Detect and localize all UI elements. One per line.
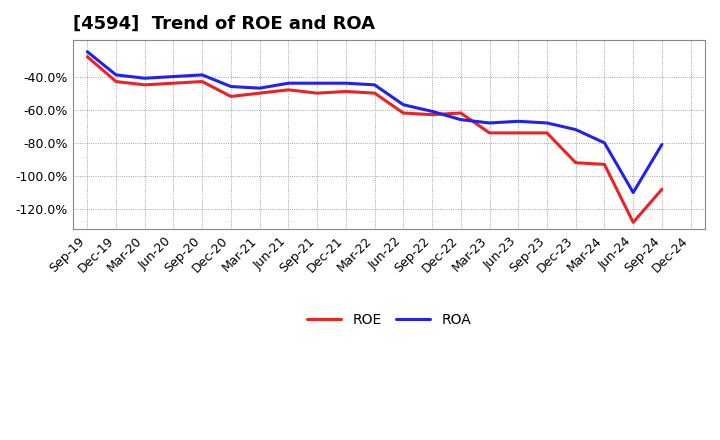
ROE xyxy=(399,110,408,116)
ROA xyxy=(456,117,465,122)
ROE xyxy=(83,54,91,59)
ROE xyxy=(657,187,666,192)
Line: ROA: ROA xyxy=(87,52,662,193)
ROA xyxy=(83,49,91,55)
ROA xyxy=(629,190,637,195)
ROA xyxy=(657,142,666,147)
ROA xyxy=(227,84,235,89)
ROE xyxy=(140,82,149,88)
ROA xyxy=(399,102,408,107)
ROA xyxy=(485,120,494,125)
ROE xyxy=(572,160,580,165)
ROE xyxy=(284,87,293,92)
ROA xyxy=(543,120,552,125)
ROE xyxy=(600,162,609,167)
ROA xyxy=(140,76,149,81)
Legend: ROE, ROA: ROE, ROA xyxy=(301,308,477,333)
ROE xyxy=(227,94,235,99)
ROE xyxy=(341,89,350,94)
Line: ROE: ROE xyxy=(87,57,662,222)
ROA xyxy=(428,109,436,114)
ROE xyxy=(112,79,120,84)
ROE xyxy=(370,91,379,96)
ROA xyxy=(284,81,293,86)
ROA xyxy=(256,85,264,91)
ROA xyxy=(370,82,379,88)
ROA xyxy=(600,140,609,146)
ROA xyxy=(198,72,207,77)
ROA xyxy=(514,119,523,124)
ROE xyxy=(456,110,465,116)
ROA xyxy=(312,81,321,86)
ROE xyxy=(312,91,321,96)
ROA xyxy=(112,72,120,77)
ROA xyxy=(341,81,350,86)
Text: [4594]  Trend of ROE and ROA: [4594] Trend of ROE and ROA xyxy=(73,15,375,33)
ROE xyxy=(485,130,494,136)
ROA xyxy=(572,127,580,132)
ROE xyxy=(256,91,264,96)
ROE xyxy=(198,79,207,84)
ROE xyxy=(428,112,436,117)
ROE xyxy=(543,130,552,136)
ROE xyxy=(629,220,637,225)
ROE xyxy=(169,81,178,86)
ROE xyxy=(514,130,523,136)
ROA xyxy=(169,74,178,79)
